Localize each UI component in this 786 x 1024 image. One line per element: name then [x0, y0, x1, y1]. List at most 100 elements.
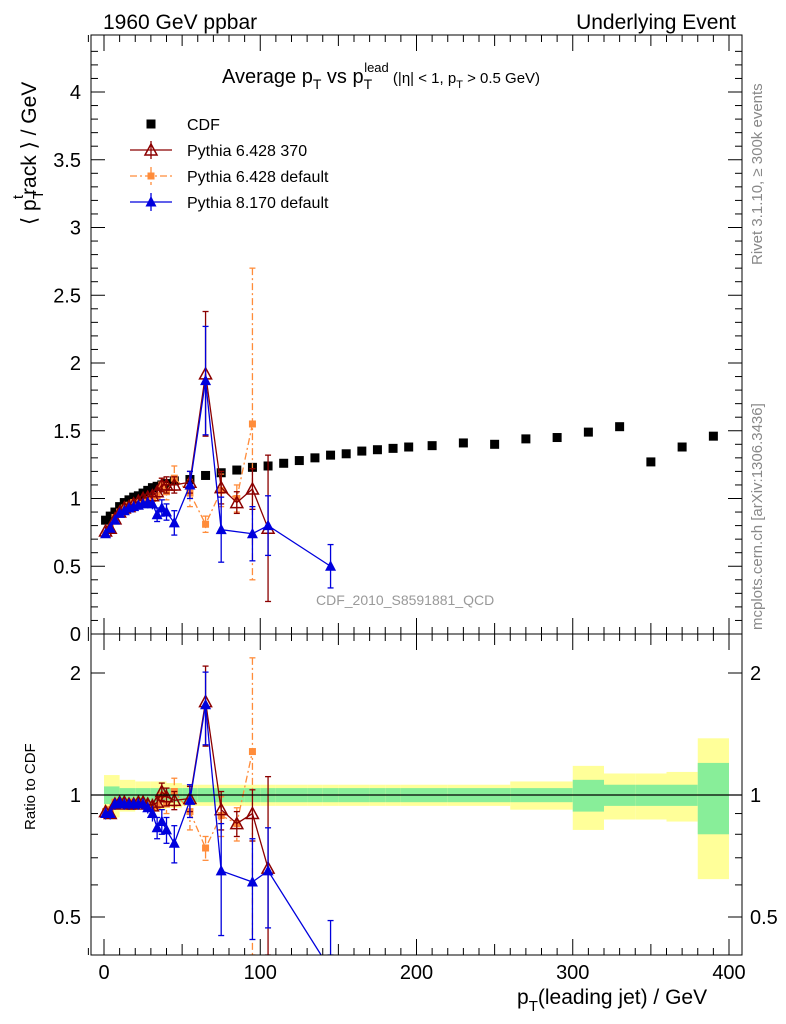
data-point	[202, 520, 210, 528]
legend-marker	[145, 196, 157, 207]
data-point	[161, 823, 172, 835]
legend-label: Pythia 6.428 default	[187, 169, 329, 186]
data-point	[200, 698, 212, 710]
data-point	[245, 805, 260, 820]
legend-label: Pythia 8.170 default	[187, 195, 329, 212]
ratio-band-inner	[572, 779, 604, 812]
data-point	[262, 864, 274, 876]
data-point	[184, 478, 196, 490]
data-point	[168, 516, 180, 528]
data-point	[294, 456, 304, 466]
legend-label: Pythia 6.428 370	[187, 143, 307, 160]
legend-marker	[143, 142, 159, 156]
main-series-group	[98, 267, 718, 603]
data-point	[102, 520, 118, 535]
x-tick-label: 300	[556, 962, 589, 984]
data-point	[427, 441, 437, 451]
data-point	[114, 507, 126, 518]
rivet-label: Rivet 3.1.10, ≥ 300k events	[749, 83, 766, 265]
ratio-uncertainty-bands	[104, 738, 729, 880]
data-point	[146, 497, 158, 509]
data-point	[341, 449, 351, 459]
data-point	[184, 794, 196, 805]
ratio-y-tick-label: 2	[750, 663, 761, 685]
data-point	[677, 442, 687, 452]
series-line	[105, 423, 254, 535]
x-tick-label: 0	[98, 962, 109, 984]
y-tick-label: 4	[70, 82, 81, 104]
data-point	[142, 801, 154, 813]
data-point	[161, 506, 172, 517]
legend-marker	[146, 119, 156, 129]
y-tick-label: 1.5	[53, 421, 81, 443]
data-point	[154, 783, 170, 798]
ratio-axis-ticks: 0 100 200 300 400 0.5 0.5 1 1 2 2	[53, 634, 778, 984]
data-point	[200, 374, 212, 386]
data-point	[404, 442, 414, 452]
data-point	[215, 523, 227, 535]
data-point	[248, 748, 256, 756]
ratio-y-axis-label: Ratio to CDF	[22, 743, 39, 830]
data-point	[229, 816, 245, 830]
data-point	[310, 453, 320, 463]
data-point	[213, 802, 229, 816]
x-tick-label: 200	[400, 962, 433, 984]
data-point	[159, 789, 174, 803]
ratio-y-tick-label: 0.5	[53, 907, 81, 929]
ratio-series-3	[100, 671, 334, 955]
x-tick-label: 100	[244, 962, 277, 984]
ratio-y-tick-label: 0.5	[750, 907, 778, 929]
legend: CDF Pythia 6.428 370 Pythia 6.428 default P…	[130, 117, 329, 212]
data-point	[167, 477, 182, 491]
main-panel: 0 0.5 1 1.5 2 2.5 3 3.5 4 Average pT vs pTlead (…	[10, 34, 743, 646]
y-tick-label: 3.5	[53, 150, 81, 172]
data-point	[147, 483, 157, 493]
data-point	[246, 876, 258, 887]
data-point	[168, 837, 180, 848]
x-axis-label: pT(leading jet) / GeV	[517, 986, 707, 1015]
y-tick-label: 0	[70, 624, 81, 646]
data-point	[159, 477, 174, 491]
main-y-axis-label: ⟨ pTtrack ⟩ / GeV	[10, 82, 47, 225]
data-point	[372, 445, 382, 455]
series-pythia-8-170-default	[100, 325, 337, 589]
header-right: Underlying Event	[576, 11, 736, 34]
data-point	[262, 519, 274, 531]
data-point	[388, 443, 398, 453]
legend-label: CDF	[187, 117, 220, 134]
data-point	[248, 420, 256, 428]
data-point	[229, 494, 245, 509]
data-point	[646, 457, 656, 467]
data-point	[101, 515, 111, 525]
data-point	[105, 511, 115, 521]
main-axis-ticks: 0 0.5 1 1.5 2 2.5 3 3.5 4	[53, 35, 742, 646]
data-point	[490, 439, 500, 449]
data-point	[615, 422, 625, 432]
data-point	[167, 792, 182, 807]
series-pythia-6-428-default	[102, 267, 256, 581]
data-point	[104, 807, 116, 819]
header-left: 1960 GeV ppbar	[103, 11, 257, 34]
data-point	[552, 433, 562, 443]
data-point	[246, 527, 258, 539]
data-point	[279, 458, 289, 468]
data-point	[201, 470, 211, 480]
data-point	[156, 815, 168, 827]
ratio-series-group	[98, 657, 334, 955]
y-tick-label: 2	[70, 353, 81, 375]
data-point	[458, 438, 468, 448]
mcplots-label: mcplots.cern.ch [arXiv:1306.3436]	[749, 403, 766, 630]
data-point	[202, 844, 210, 852]
data-point	[100, 527, 112, 539]
data-point	[213, 480, 229, 494]
data-point	[325, 560, 337, 571]
ratio-y-tick-label: 2	[70, 663, 81, 685]
data-point	[215, 864, 227, 876]
data-point	[118, 504, 130, 516]
data-point	[583, 427, 593, 437]
ratio-panel: 0 100 200 300 400 0.5 0.5 1 1 2 2 Ratio to CDF pT(…	[22, 633, 778, 1015]
main-title: Average pT vs pTlead (|η| < 1, pT > 0.5 …	[222, 60, 540, 92]
series-pythia-8-170-default	[100, 671, 334, 955]
data-point	[146, 807, 158, 819]
